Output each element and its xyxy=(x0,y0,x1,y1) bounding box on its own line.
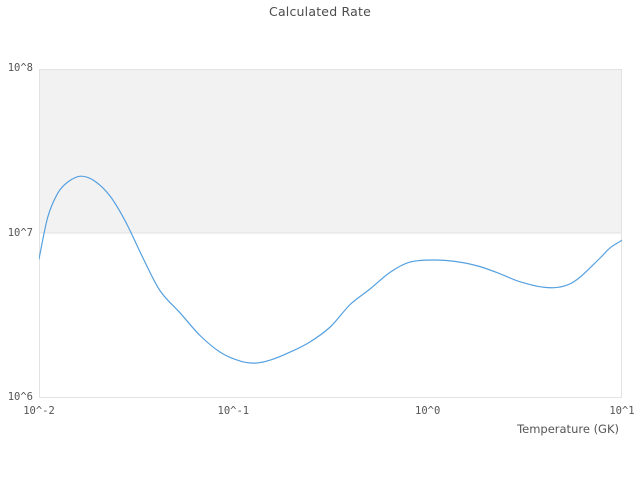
y-tick-label: 10^7 xyxy=(7,226,33,239)
x-axis-label: Temperature (GK) xyxy=(517,422,619,436)
plot-area-border xyxy=(39,69,622,398)
x-tick-label: 10^-1 xyxy=(217,405,250,417)
chart-title: Calculated Rate xyxy=(269,4,371,19)
y-tick-label: 10^6 xyxy=(7,391,33,403)
decade-band xyxy=(39,69,622,234)
x-tick-label: 10^0 xyxy=(415,405,441,417)
x-tick-label: 10^1 xyxy=(609,405,635,417)
x-tick-label: 10^-2 xyxy=(23,405,55,417)
rate-curve xyxy=(39,175,622,364)
y-tick-label: 10^8 xyxy=(7,62,33,74)
